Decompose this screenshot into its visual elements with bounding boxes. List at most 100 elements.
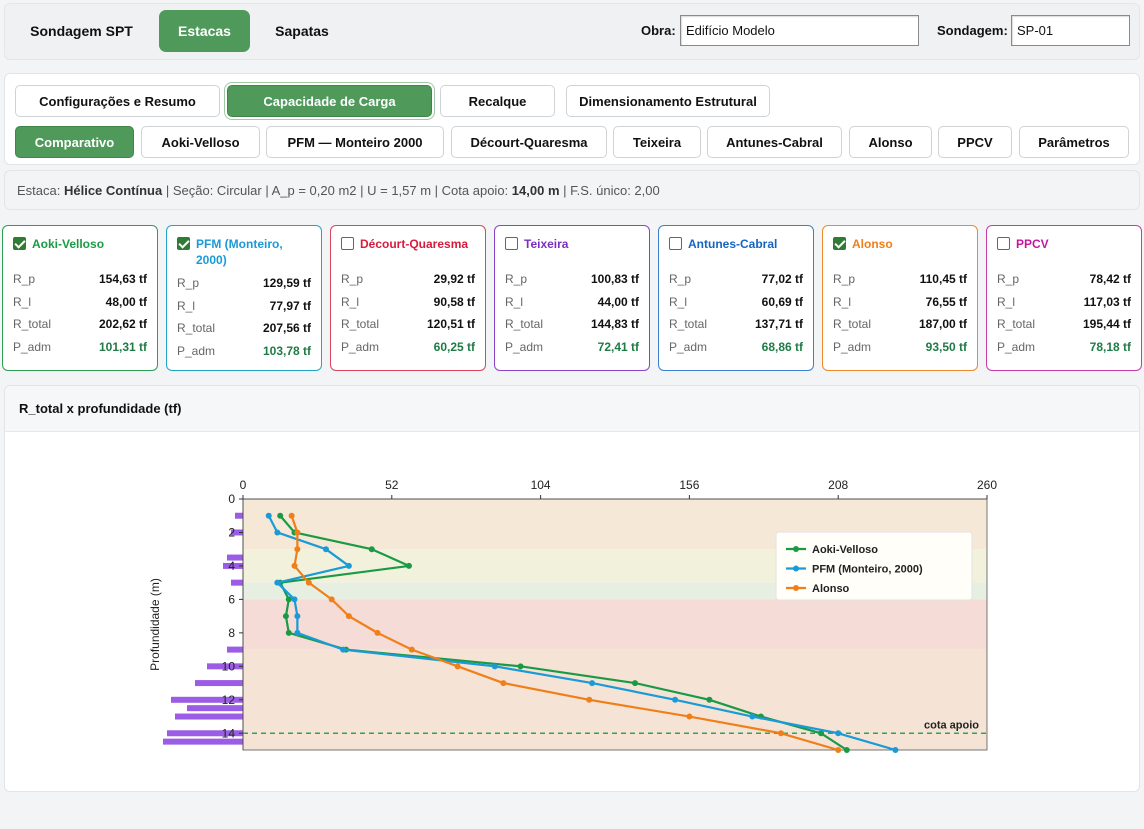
method-checkbox[interactable] <box>997 237 1010 250</box>
obra-field[interactable]: Edifício Modelo <box>680 15 919 46</box>
result-value: 207,56 tf <box>262 321 311 335</box>
result-value: 77,97 tf <box>269 298 311 313</box>
series-point <box>408 646 415 653</box>
card-header: Antunes-Cabral <box>669 236 805 252</box>
spt-bar <box>207 663 243 670</box>
cota-apoio-value: 14,00 m <box>511 182 560 198</box>
method-tab-aoki-velloso[interactable]: Aoki-Velloso <box>141 126 260 158</box>
series-point <box>368 546 375 553</box>
subtab-configuracoes-resumo[interactable]: Configurações e Resumo <box>15 85 220 117</box>
result-value: 77,02 tf <box>761 272 803 286</box>
result-label: R_total <box>505 317 544 331</box>
rtotal-depth-chart: 0 52 104 156 208 260 0 2 4 6 8 10 12 14 Profundidade (… <box>148 478 997 753</box>
result-row-rl: R_l 90,58 tf <box>341 295 475 309</box>
result-row-padm: P_adm 103,78 tf <box>177 344 311 358</box>
method-tab-ppcv[interactable]: PPCV <box>938 126 1012 158</box>
result-row-rp: R_p 110,45 tf <box>833 272 967 286</box>
method-card-alonso: Alonso R_p 110,45 tf R_l 76,55 tf R_total 187,… <box>822 225 978 371</box>
result-row-rl: R_l 44,00 tf <box>505 295 639 309</box>
spt-bar <box>195 680 243 687</box>
series-point <box>892 747 899 753</box>
result-row-rp: R_p 78,42 tf <box>997 272 1131 286</box>
method-checkbox[interactable] <box>341 237 354 250</box>
result-label: R_l <box>13 294 32 309</box>
x-tick-label: 260 <box>977 478 997 492</box>
series-point <box>277 512 284 519</box>
series-point <box>291 596 298 603</box>
result-label: R_p <box>177 276 200 290</box>
result-row-rp: R_p 154,63 tf <box>13 272 147 286</box>
method-name: Teixeira <box>524 237 569 251</box>
method-checkbox[interactable] <box>505 237 518 250</box>
method-name: Décourt-Quaresma <box>360 237 469 251</box>
series-point <box>328 596 335 603</box>
result-value: 117,03 tf <box>1083 294 1131 309</box>
result-value: 68,86 tf <box>761 339 803 354</box>
method-tab-decourt-quaresma[interactable]: Décourt-Quaresma <box>451 126 607 158</box>
x-tick-label: 156 <box>679 478 699 492</box>
series-point <box>706 696 713 703</box>
series-point <box>374 629 381 636</box>
result-label: P_adm <box>177 343 216 358</box>
method-tab-alonso[interactable]: Alonso <box>849 126 932 158</box>
tab-estacas[interactable]: Estacas <box>159 10 250 52</box>
series-point <box>749 713 756 720</box>
result-row-rl: R_l 117,03 tf <box>997 295 1131 309</box>
result-value: 93,50 tf <box>925 339 967 354</box>
spt-bar <box>175 713 243 720</box>
method-tab-teixeira[interactable]: Teixeira <box>613 126 701 158</box>
estaca-tipo: Hélice Contínua <box>63 182 163 198</box>
method-tab-parametros[interactable]: Parâmetros <box>1019 126 1129 158</box>
series-point <box>454 663 461 670</box>
series-point <box>500 680 507 687</box>
series-point <box>285 629 292 636</box>
method-checkbox[interactable] <box>669 237 682 250</box>
spt-bar <box>187 705 243 712</box>
series-point <box>274 579 281 586</box>
x-tick-label: 0 <box>240 478 247 492</box>
series-point <box>294 529 301 536</box>
series-point <box>322 546 329 553</box>
series-point <box>345 613 352 620</box>
method-checkbox[interactable] <box>13 237 26 250</box>
card-header: Alonso <box>833 236 969 252</box>
method-name: Antunes-Cabral <box>688 237 778 251</box>
series-point <box>843 747 850 753</box>
result-value: 110,45 tf <box>919 272 967 286</box>
legend-swatch-dot <box>793 585 799 591</box>
result-value: 103,78 tf <box>262 343 311 358</box>
result-label: R_p <box>833 272 856 286</box>
x-tick-label: 52 <box>385 478 399 492</box>
sondagem-field[interactable]: SP-01 <box>1011 15 1130 46</box>
subtab-dimensionamento-estrutural[interactable]: Dimensionamento Estrutural <box>566 85 770 117</box>
method-name: Alonso <box>852 237 893 251</box>
method-card-d-court-quaresma: Décourt-Quaresma R_p 29,92 tf R_l 90,58 tf R_… <box>330 225 486 371</box>
tab-sapatas[interactable]: Sapatas <box>275 23 329 39</box>
result-label: R_l <box>669 294 688 309</box>
subtab-capacidade-de-carga[interactable]: Capacidade de Carga <box>227 85 432 117</box>
method-checkbox[interactable] <box>177 237 190 250</box>
estacas-tabs-panel: Configurações e Resumo Capacidade de Car… <box>4 73 1140 165</box>
card-header: PFM (Monteiro, 2000) <box>177 236 313 268</box>
series-point <box>835 730 842 737</box>
series-point <box>294 613 301 620</box>
tab-sondagem-spt[interactable]: Sondagem SPT <box>30 23 133 39</box>
method-tab-antunes-cabral[interactable]: Antunes-Cabral <box>707 126 842 158</box>
subtab-recalque[interactable]: Recalque <box>440 85 555 117</box>
result-label: R_total <box>669 317 708 331</box>
legend-swatch-dot <box>793 546 799 552</box>
method-checkbox[interactable] <box>833 237 846 250</box>
method-tab-comparativo[interactable]: Comparativo <box>15 126 134 158</box>
method-tab-pfm-monteiro[interactable]: PFM — Monteiro 2000 <box>266 126 444 158</box>
series-point <box>818 730 825 737</box>
cota-apoio-label: cota apoio <box>924 719 979 731</box>
result-label: R_p <box>341 272 364 286</box>
result-label: P_adm <box>505 339 544 354</box>
result-label: R_total <box>341 317 380 331</box>
result-label: R_l <box>177 298 196 313</box>
result-label: P_adm <box>669 339 708 354</box>
spt-bar <box>171 696 243 703</box>
sondagem-label: Sondagem: <box>937 23 1008 38</box>
result-value: 100,83 tf <box>590 272 639 286</box>
x-tick-label: 208 <box>828 478 848 492</box>
